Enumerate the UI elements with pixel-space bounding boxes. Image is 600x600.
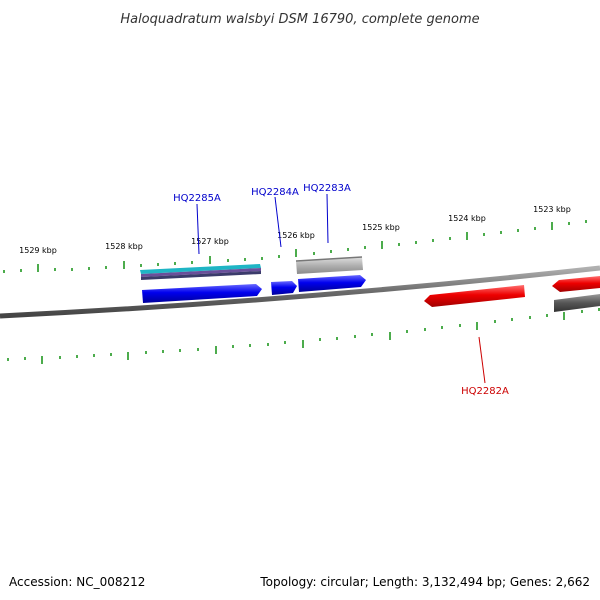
gene-labels: HQ2285A HQ2284A HQ2283A HQ2282A: [173, 183, 509, 397]
dark-grey-feature: [554, 294, 600, 312]
gene-label-hq2282a[interactable]: HQ2282A: [461, 386, 509, 397]
genome-backbone: [0, 265, 600, 319]
gene-label-hq2283a[interactable]: HQ2283A: [303, 183, 351, 194]
cyan-feature: [140, 264, 261, 274]
reverse-genes: [424, 276, 600, 312]
page-title: Haloquadratum walsbyi DSM 16790, complet…: [120, 12, 479, 27]
gene-arrow-hq2284a[interactable]: [271, 281, 297, 295]
leader-hq2282a: [478, 336, 486, 384]
gene-arrow-hq2285a[interactable]: [142, 284, 262, 303]
kbp-label: 1527 kbp: [191, 237, 229, 246]
gene-label-hq2284a[interactable]: HQ2284A: [251, 187, 299, 198]
kbp-label: 1528 kbp: [105, 242, 143, 251]
kbp-label: 1524 kbp: [448, 214, 486, 223]
upper-feature-bands: [140, 256, 363, 280]
purple-feature: [141, 268, 261, 277]
kbp-label: 1526 kbp: [277, 231, 315, 240]
kbp-label: 1523 kbp: [533, 205, 571, 214]
grey-feature-edge: [295, 256, 363, 262]
kbp-label: 1529 kbp: [19, 246, 57, 255]
leader-hq2284a: [274, 196, 282, 248]
gene-arrow-hq2282a[interactable]: [424, 285, 525, 307]
leader-hq2285a: [196, 203, 200, 255]
kbp-label: 1525 kbp: [362, 223, 400, 232]
accession-text: Accession: NC_008212: [9, 575, 145, 589]
outer-tick-ring: [3, 220, 587, 273]
gene-label-hq2285a[interactable]: HQ2285A: [173, 193, 221, 204]
gene-arrow-hq2283a[interactable]: [298, 275, 366, 292]
grey-feature: [296, 257, 363, 274]
topology-summary: Topology: circular; Length: 3,132,494 bp…: [259, 575, 590, 589]
dark-feature: [141, 271, 261, 280]
kbp-labels: 1529 kbp 1528 kbp 1527 kbp 1526 kbp 1525…: [19, 205, 571, 255]
gene-arrow-next[interactable]: [552, 276, 600, 292]
gene-leader-lines: [196, 193, 486, 384]
leader-hq2283a: [326, 193, 329, 244]
inner-tick-ring: [7, 308, 600, 364]
forward-genes: [142, 275, 366, 303]
